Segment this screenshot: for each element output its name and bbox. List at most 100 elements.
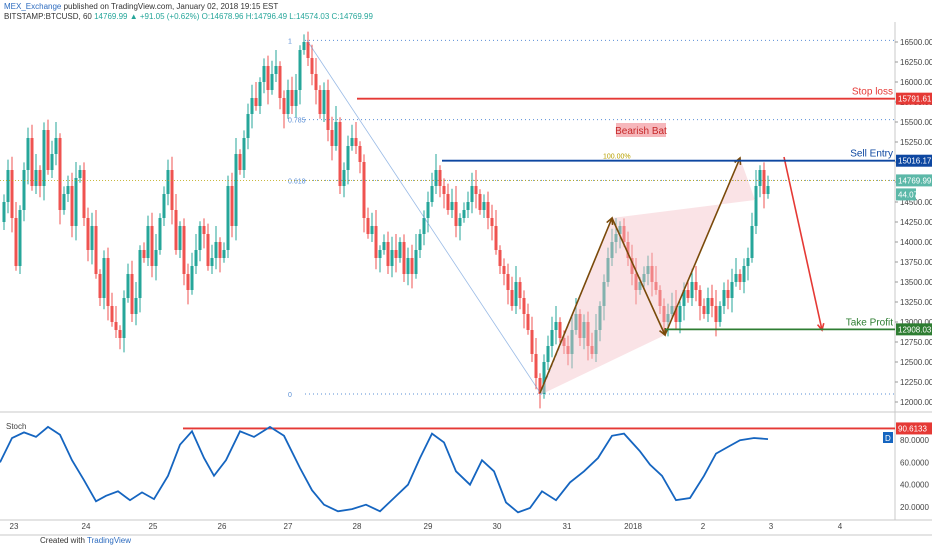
candle-body: [690, 282, 694, 298]
candle-body: [722, 290, 726, 306]
candle-body: [78, 170, 82, 178]
candle-body: [254, 98, 258, 106]
level-value-tag: [896, 154, 932, 167]
candle-body: [6, 170, 10, 202]
y-tick-label: 12000.00: [900, 398, 932, 407]
candle-body: [402, 242, 406, 274]
x-tick-label: 4: [838, 522, 843, 531]
candle-body: [358, 146, 362, 162]
candle-body: [622, 226, 626, 242]
candle-body: [570, 330, 574, 354]
pattern-label-bg: [616, 123, 666, 137]
fib-label: 0.785: [288, 118, 306, 125]
candle-body: [262, 66, 266, 82]
last-price-tag: [896, 174, 932, 187]
candle-body: [630, 258, 634, 274]
candle-body: [574, 314, 578, 330]
candle-body: [342, 170, 346, 186]
candle-body: [758, 170, 762, 186]
y-tick-label: 16250.00: [900, 58, 932, 67]
candle-body: [394, 250, 398, 258]
candle-body: [434, 170, 438, 186]
y-tick-label: 13500.00: [900, 278, 932, 287]
candle-body: [634, 274, 638, 290]
stoch-tick-label: 80.0000: [900, 436, 929, 445]
footer: Created with TradingView: [40, 536, 131, 545]
candle-body: [718, 306, 722, 322]
candle-body: [14, 218, 18, 266]
y-tick-label: 12500.00: [900, 358, 932, 367]
candle-body: [178, 226, 182, 250]
level-value-tag: [896, 92, 932, 105]
candle-body: [270, 74, 274, 90]
candle-body: [42, 130, 46, 186]
candle-body: [526, 314, 530, 330]
candle-body: [274, 66, 278, 74]
candle-body: [322, 90, 326, 114]
candle-body: [30, 138, 34, 186]
level-value-label: 12908.03: [898, 325, 932, 334]
candle-body: [662, 306, 666, 322]
candle-body: [18, 210, 22, 266]
candle-body: [382, 242, 386, 250]
candle-body: [198, 226, 202, 250]
candle-body: [422, 218, 426, 234]
candle-body: [538, 378, 542, 394]
candle-body: [754, 186, 758, 226]
candle-body: [194, 250, 198, 266]
level-value-label: 15791.61: [898, 95, 932, 104]
candle-body: [74, 178, 78, 226]
candle-body: [694, 282, 698, 290]
candle-body: [86, 218, 90, 250]
candle-body: [558, 322, 562, 338]
candle-body: [494, 226, 498, 250]
candle-body: [314, 74, 318, 90]
candle-body: [398, 242, 402, 258]
candle-body: [670, 306, 674, 314]
x-tick-label: 31: [563, 522, 572, 531]
publisher-line: MEX_Exchange published on TradingView.co…: [4, 2, 278, 11]
entry-fib-label: 100.00%: [603, 154, 631, 161]
candle-body: [330, 130, 334, 146]
pattern-wing-2: [612, 158, 755, 335]
target-arrow: [783, 156, 823, 331]
candle-body: [462, 210, 466, 218]
candle-body: [90, 226, 94, 250]
candle-body: [426, 202, 430, 218]
candle-body: [554, 322, 558, 330]
candle-body: [474, 186, 478, 194]
candle-body: [318, 90, 322, 114]
down-arrow-1: [611, 217, 666, 336]
y-tick-label: 15250.00: [900, 138, 932, 147]
candle-body: [386, 242, 390, 266]
candle-body: [686, 290, 690, 298]
candle-body: [502, 266, 506, 274]
candle-body: [746, 258, 750, 266]
candle-body: [106, 258, 110, 306]
candle-body: [466, 202, 470, 210]
candle-body: [458, 218, 462, 226]
candle-body: [562, 338, 566, 346]
candle-body: [430, 186, 434, 202]
candle-body: [350, 138, 354, 146]
level-text: Take Profit: [846, 317, 893, 328]
candle-body: [518, 282, 522, 298]
candle-body: [370, 226, 374, 234]
x-tick-label: 30: [493, 522, 502, 531]
x-tick-label: 3: [769, 522, 774, 531]
x-tick-label: 2018: [624, 522, 642, 531]
candle-body: [610, 242, 614, 258]
stoch-name: Stoch: [6, 422, 26, 431]
candle-body: [410, 258, 414, 274]
candle-body: [70, 186, 74, 226]
candle-body: [154, 250, 158, 266]
candle-body: [734, 274, 738, 282]
stoch-tick-label: 40.0000: [900, 481, 929, 490]
candle-body: [294, 90, 298, 106]
candle-body: [362, 162, 366, 218]
volume-label: 44.07: [898, 190, 919, 199]
tradingview-logo[interactable]: TradingView: [87, 536, 132, 545]
publisher-name[interactable]: MEX_Exchange: [4, 2, 62, 11]
candle-body: [366, 218, 370, 234]
